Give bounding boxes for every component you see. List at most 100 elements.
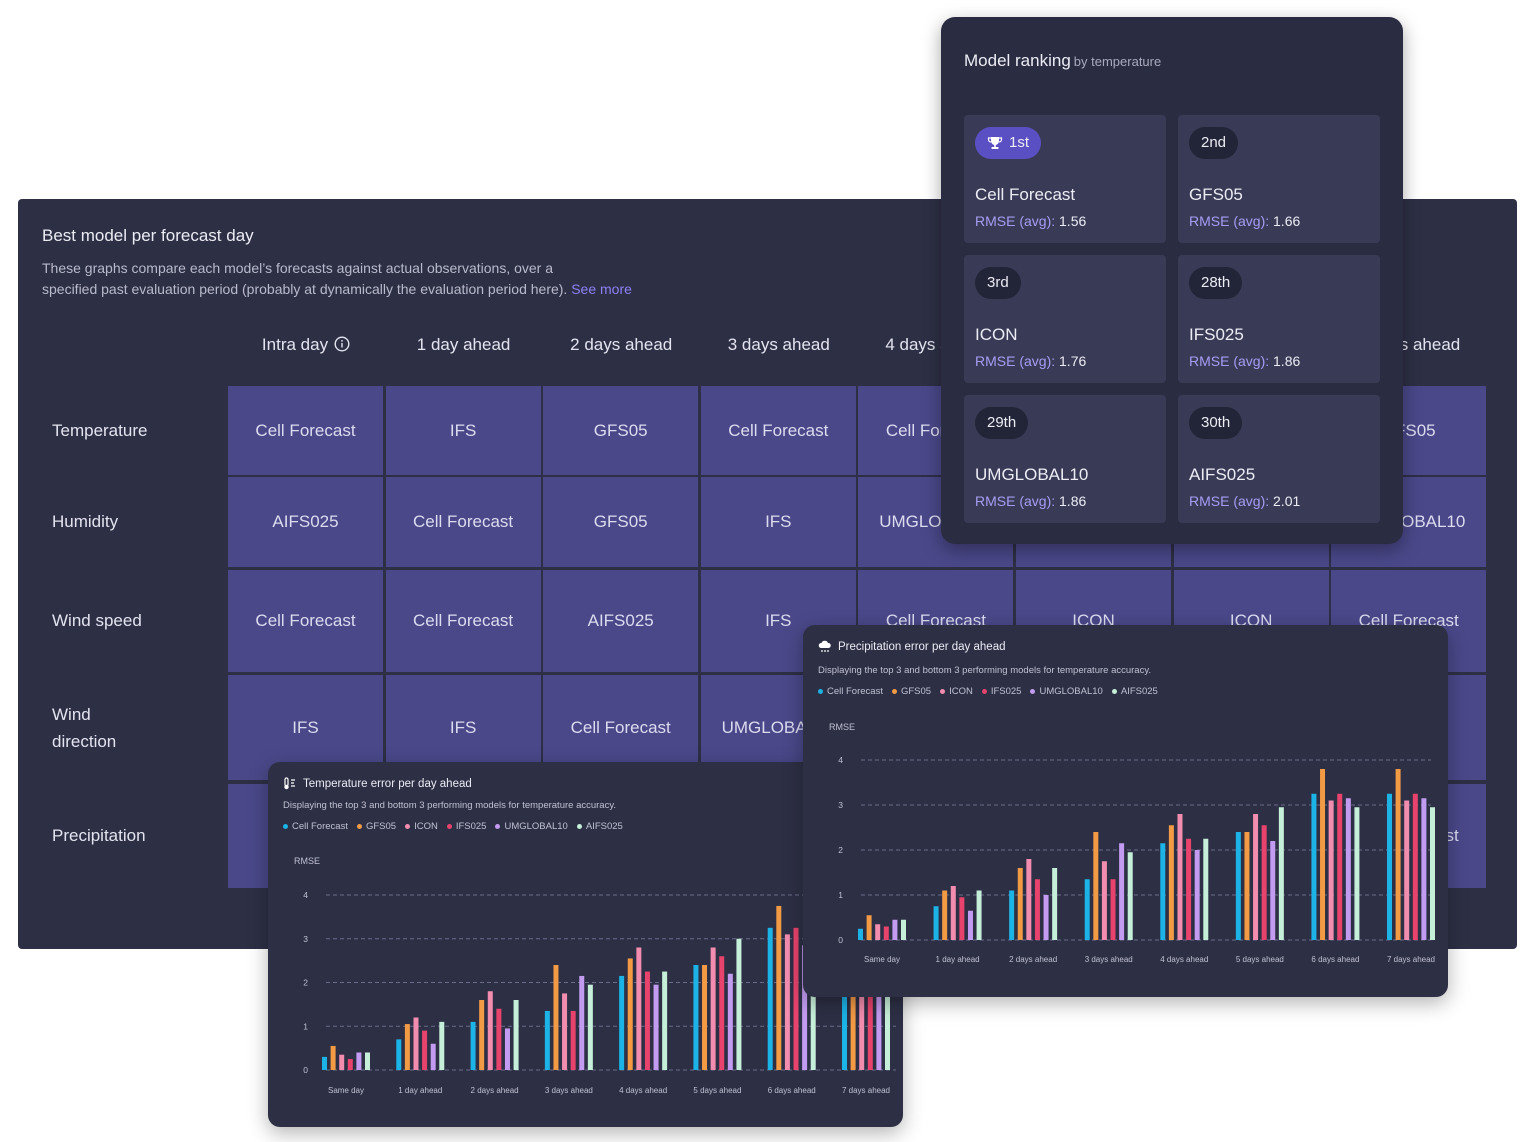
bar [976, 890, 982, 940]
bar [1026, 859, 1032, 940]
bar [513, 1000, 519, 1070]
plot: RMSE 0 1 2 3 4 Same day 1 day ahead 2 days ahead… [829, 722, 1435, 964]
bar [1253, 814, 1259, 940]
bar [1395, 769, 1401, 940]
x-tick-label: 5 days ahead [693, 1086, 741, 1095]
bar [553, 965, 559, 1070]
legend-label: GFS05 [365, 821, 397, 832]
bar [859, 934, 865, 1070]
bar [1203, 838, 1209, 940]
rmse-line: RMSE (avg): 1.86 [1189, 353, 1300, 369]
bar [1278, 807, 1284, 940]
trophy-icon [987, 137, 1003, 149]
row-label: Wind direction [52, 704, 117, 751]
bar [1160, 843, 1166, 940]
y-axis-label: RMSE [829, 722, 855, 732]
bar [1009, 890, 1015, 940]
bar [727, 973, 733, 1070]
x-tick-label: 6 days ahead [1311, 955, 1359, 964]
y-axis-label: RMSE [294, 856, 320, 866]
chart-title: Precipitation error per day ahead [818, 640, 1006, 653]
rmse-label: RMSE (avg): [975, 493, 1056, 509]
model-cell: GFS05 [543, 386, 699, 475]
legend-label: IFS025 [455, 821, 487, 832]
bar [710, 947, 716, 1070]
bar [1235, 832, 1241, 940]
legend-label: Cell Forecast [292, 821, 348, 832]
legend-swatch [576, 823, 582, 829]
rmse-line: RMSE (avg): 1.56 [975, 213, 1086, 229]
chart-icon [284, 777, 295, 790]
model-cell: IFS [385, 386, 541, 475]
rmse-label: RMSE (avg): [1189, 213, 1270, 229]
rmse-value: 1.56 [1059, 213, 1087, 229]
bar [396, 1039, 402, 1070]
legend-swatch [446, 823, 452, 829]
bar [365, 1052, 370, 1070]
bar [933, 906, 939, 940]
legend-label: Cell Forecast [827, 686, 883, 697]
legend-item: ICON [405, 821, 438, 832]
x-tick-label: 3 days ahead [1085, 955, 1133, 964]
bar [842, 927, 847, 1070]
bar [892, 919, 898, 940]
rmse-label: RMSE (avg): [975, 353, 1056, 369]
bar [719, 956, 725, 1070]
x-tick-label: 2 days ahead [1009, 955, 1057, 964]
column-header: 3 days ahead [701, 335, 857, 355]
bar [901, 919, 906, 940]
chart-subtitle: Displaying the top 3 and bottom 3 perfor… [818, 665, 1152, 676]
rmse-label: RMSE (avg): [1189, 353, 1270, 369]
info-icon[interactable] [334, 336, 350, 352]
bar [1034, 879, 1040, 940]
rank-badge: 28th [1189, 267, 1243, 299]
bar [866, 915, 872, 940]
rmse-line: RMSE (avg): 1.76 [975, 353, 1086, 369]
chart-title-text: Temperature error per day ahead [303, 777, 472, 790]
rank-label: 1st [1009, 134, 1030, 151]
bar [662, 971, 668, 1070]
model-name: Cell Forecast [975, 185, 1076, 204]
bar [767, 927, 773, 1070]
see-more-link[interactable]: See more [571, 281, 632, 297]
row-label: Temperature [52, 420, 148, 440]
legend-swatch [940, 688, 946, 694]
bar [579, 975, 585, 1070]
model-name: ICON [975, 325, 1018, 344]
column-header: 1 day ahead [386, 335, 542, 355]
rank-label: 30th [1201, 414, 1231, 431]
model-name: UMGLOBAL10 [975, 465, 1089, 484]
rmse-value: 1.76 [1059, 353, 1087, 369]
legend-item: UMGLOBAL10 [1030, 686, 1103, 697]
bar [1119, 843, 1125, 940]
y-tick-label: 4 [838, 755, 843, 765]
y-tick-label: 4 [303, 890, 308, 900]
bar [562, 993, 568, 1070]
bar [504, 1028, 510, 1070]
bar [736, 938, 742, 1070]
x-tick-label: 1 day ahead [398, 1086, 442, 1095]
chart-title: Temperature error per day ahead [283, 777, 472, 790]
y-tick-label: 1 [838, 890, 843, 900]
x-tick-label: 7 days ahead [842, 1086, 890, 1095]
rmse-line: RMSE (avg): 1.66 [1189, 213, 1300, 229]
model-name: GFS05 [1189, 185, 1243, 204]
bar [693, 965, 699, 1070]
x-tick-label: 6 days ahead [768, 1086, 816, 1095]
bar [404, 1024, 410, 1070]
bar [496, 1008, 502, 1070]
bar [1127, 852, 1133, 940]
rank-label: 2nd [1201, 134, 1227, 151]
bar [876, 932, 882, 1070]
bar [1404, 800, 1410, 940]
bar [942, 890, 948, 940]
bar [1084, 879, 1090, 940]
model-cell: Cell Forecast [700, 386, 856, 475]
bar [702, 965, 708, 1070]
legend-swatch [891, 688, 897, 694]
bar [330, 1045, 336, 1070]
ranking-card: 1st Cell Forecast RMSE (avg): 1.56 [964, 115, 1166, 243]
legend-item: GFS05 [891, 686, 931, 697]
ranking-subtitle: by temperature [1073, 54, 1162, 69]
legend-label: ICON [414, 821, 438, 832]
